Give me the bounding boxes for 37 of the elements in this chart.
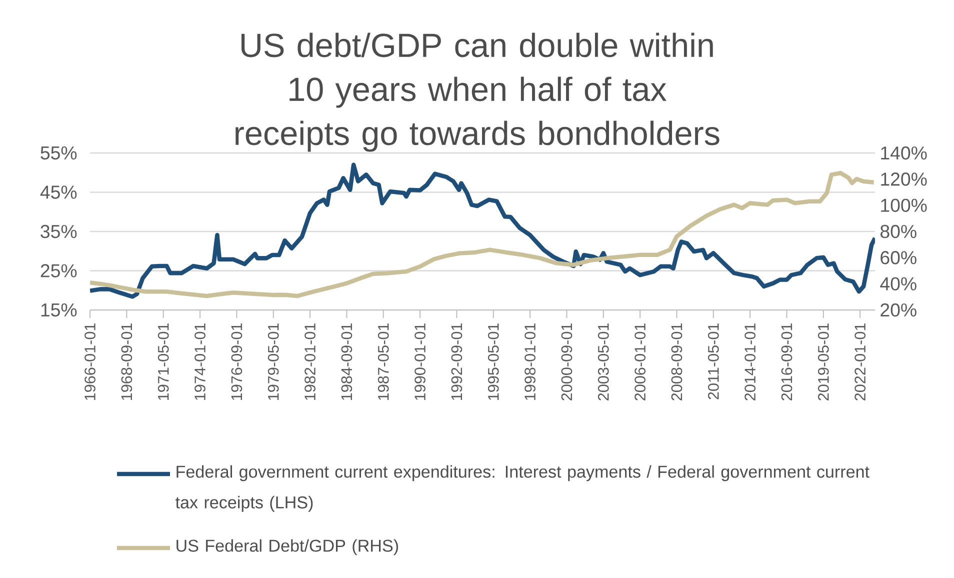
y2-tick-label: 140% [881, 146, 927, 160]
x-tick-label: 1971-05-01 [158, 323, 169, 400]
x-tick-label: 1992-09-01 [451, 323, 462, 400]
x-tick-label: 1990-01-01 [414, 323, 426, 400]
y2-tick-label: 80% [880, 224, 916, 238]
y2-tick-label: 100% [881, 198, 927, 212]
y2-tick-label: 40% [880, 277, 916, 290]
x-tick-label: 1982-01-01 [304, 323, 316, 400]
y2-tick-label: 60% [880, 251, 916, 264]
legend-label: US Federal Debt/GDP (RHS) [176, 539, 398, 556]
x-tick-label: 2022-01-01 [854, 323, 866, 400]
x-tick-label: 1968-09-01 [121, 323, 132, 400]
x-tick-label: 1979-05-01 [268, 323, 279, 400]
x-tick-label: 2000-09-01 [561, 323, 572, 400]
x-tick-label: 1974-01-01 [194, 323, 206, 400]
x-tick-label: 1995-05-01 [488, 323, 499, 400]
y-tick-label: 55% [40, 146, 77, 160]
y-tick-label: 35% [40, 224, 77, 238]
x-tick-label: 2008-09-01 [671, 323, 682, 400]
y-tick-label: 15% [41, 303, 77, 317]
x-tick-label: 2006-01-01 [634, 323, 646, 400]
legend-label: Federal government current expenditures: Interest payments / Federal government current tax receipts (LHS) [176, 465, 870, 512]
x-tick-label: 2016-09-01 [781, 323, 792, 400]
x-tick-label: 1976-09-01 [231, 323, 242, 400]
y2-tick-label: 20% [880, 303, 916, 317]
x-tick-label: 1984-09-01 [341, 323, 352, 400]
x-tick-label: 2019-05-01 [818, 323, 829, 400]
x-tick-label: 2003-05-01 [598, 323, 609, 400]
x-tick-label: 2014-01-01 [744, 323, 756, 400]
y-tick-label: 45% [40, 186, 77, 199]
y-tick-label: 25% [40, 264, 77, 278]
x-tick-label: 1966-01-01 [84, 323, 96, 400]
x-tick-label: 1998-01-01 [524, 323, 536, 400]
x-tick-label: 2011-05-01 [708, 323, 719, 400]
x-tick-label: 1987-05-01 [378, 323, 389, 400]
chart-title: US debt/GDP can double within 10 years when half of tax receipts go towards bondholders [236, 32, 720, 152]
y2-tick-label: 120% [881, 172, 927, 186]
